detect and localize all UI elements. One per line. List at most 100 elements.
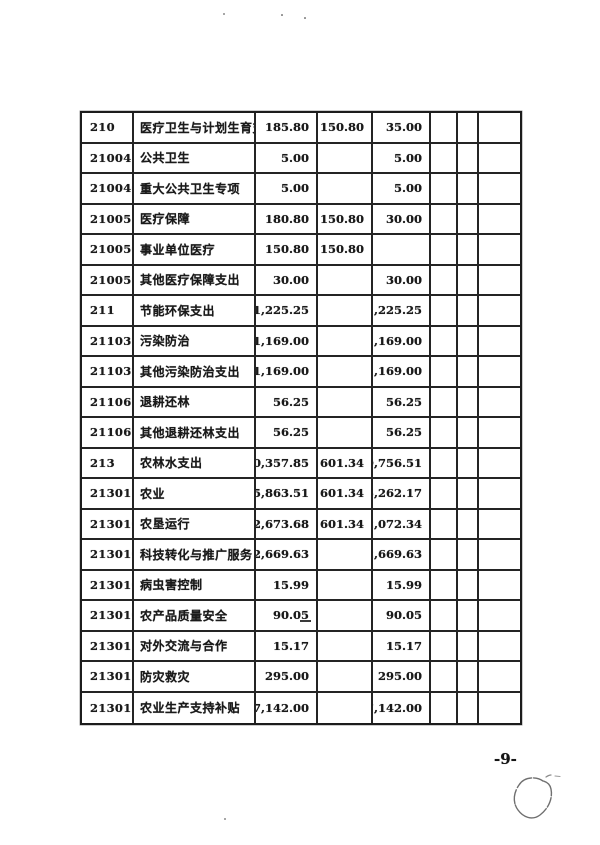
empty-cell <box>458 570 479 599</box>
name-cell: 医疗卫生与计划生育支出 <box>134 113 256 142</box>
empty-cell <box>458 601 479 630</box>
empty-cell <box>458 265 479 294</box>
name-cell: 其他医疗保障支出 <box>134 265 256 294</box>
empty-cell <box>431 509 458 538</box>
amount-cell-3: 5.00 <box>373 143 431 172</box>
amount-cell-3: 15,262.17 <box>373 479 431 508</box>
amount-cell-2: 150.80 <box>318 204 373 233</box>
empty-cell <box>458 357 479 386</box>
code-cell: 2130114 <box>82 631 134 660</box>
empty-cell <box>479 632 520 661</box>
empty-cell <box>431 387 458 416</box>
table-row: 2130109 农产品质量安全 90.05 90.05 <box>82 601 520 632</box>
empty-cell <box>479 449 520 478</box>
amount-cell-2 <box>318 692 373 723</box>
amount-cell-2 <box>318 631 373 660</box>
amount-cell-1: 1,169.00 <box>256 326 318 355</box>
name-cell: 防灾救灾 <box>134 662 256 691</box>
empty-cell <box>479 266 520 295</box>
amount-cell-3: 7,142.00 <box>373 692 431 723</box>
table-row: 2130122 农业生产支持补贴 7,142.00 7,142.00 <box>82 692 520 723</box>
code-cell: 2110399 <box>82 357 134 386</box>
code-cell: 2130108 <box>82 570 134 599</box>
amount-cell-1: 56.25 <box>256 387 318 416</box>
name-cell: 科技转化与推广服务 <box>134 540 256 569</box>
code-cell: 2100502 <box>82 235 134 264</box>
empty-cell <box>431 418 458 447</box>
empty-cell <box>431 448 458 477</box>
empty-cell <box>431 631 458 660</box>
amount-cell-2: 601.34 <box>318 509 373 538</box>
table-row: 2130108 病虫害控制 15.99 15.99 <box>82 570 520 601</box>
code-cell: 21106 <box>82 387 134 416</box>
empty-cell <box>479 174 520 203</box>
amount-cell-3: 30.00 <box>373 265 431 294</box>
amount-cell-2: 150.80 <box>318 113 373 142</box>
code-cell: 2100599 <box>82 265 134 294</box>
amount-cell-1: 2,673.68 <box>256 509 318 538</box>
name-cell: 医疗保障 <box>134 204 256 233</box>
amount-cell-1: 2,669.63 <box>256 540 318 569</box>
name-cell: 对外交流与合作 <box>134 631 256 660</box>
amount-cell-1: 185.80 <box>256 113 318 142</box>
amount-cell-2: 601.34 <box>318 448 373 477</box>
empty-cell <box>479 296 520 325</box>
code-cell: 213 <box>82 448 134 477</box>
amount-cell-3: 1,169.00 <box>373 326 431 355</box>
amount-cell-1: 1,169.00 <box>256 357 318 386</box>
empty-cell <box>431 174 458 203</box>
amount-cell-3: 1,225.25 <box>373 296 431 325</box>
table-row: 21004 公共卫生 5.00 5.00 <box>82 143 520 174</box>
amount-cell-1: 295.00 <box>256 662 318 691</box>
name-cell: 农业生产支持补贴 <box>134 692 256 723</box>
amount-cell-1: 150.80 <box>256 235 318 264</box>
name-cell: 农林水支出 <box>134 448 256 477</box>
empty-cell <box>479 510 520 539</box>
empty-cell <box>458 296 479 325</box>
amount-cell-1: 15,863.51 <box>256 479 318 508</box>
amount-cell-2 <box>318 143 373 172</box>
amount-cell-2 <box>318 387 373 416</box>
amount-cell-2 <box>318 174 373 203</box>
empty-cell <box>458 387 479 416</box>
code-cell: 2130109 <box>82 601 134 630</box>
amount-cell-1: 15.99 <box>256 570 318 599</box>
table-row: 2130106 科技转化与推广服务 2,669.63 2,669.63 <box>82 540 520 571</box>
table-row: 2100409 重大公共卫生专项 5.00 5.00 <box>82 174 520 205</box>
table-row: 2110699 其他退耕还林支出 56.25 56.25 <box>82 418 520 449</box>
amount-cell-3: 30.00 <box>373 204 431 233</box>
empty-cell <box>479 479 520 508</box>
code-cell: 2100409 <box>82 174 134 203</box>
empty-cell <box>479 144 520 173</box>
name-cell: 退耕还林 <box>134 387 256 416</box>
name-cell: 病虫害控制 <box>134 570 256 599</box>
page-number: -9- <box>494 750 517 768</box>
empty-cell <box>479 693 520 723</box>
empty-cell <box>431 540 458 569</box>
empty-cell <box>458 631 479 660</box>
code-cell: 2130122 <box>82 692 134 723</box>
amount-cell-2 <box>318 418 373 447</box>
code-cell: 2110699 <box>82 418 134 447</box>
empty-cell <box>431 570 458 599</box>
amount-cell-1: 5.00 <box>256 143 318 172</box>
amount-cell-3: 90.05 <box>373 601 431 630</box>
table-row: 2110399 其他污染防治支出 1,169.00 1,169.00 <box>82 357 520 388</box>
code-cell: 2130106 <box>82 540 134 569</box>
empty-cell <box>479 235 520 264</box>
name-cell: 其他污染防治支出 <box>134 357 256 386</box>
empty-cell <box>431 601 458 630</box>
amount-cell-1: 56.25 <box>256 418 318 447</box>
empty-cell <box>479 601 520 630</box>
amount-cell-3: 35.00 <box>373 113 431 142</box>
amount-cell-3: 295.00 <box>373 662 431 691</box>
empty-cell <box>479 327 520 356</box>
table-row: 213 农林水支出 30,357.85 601.34 29,756.51 <box>82 448 520 479</box>
empty-cell <box>431 113 458 142</box>
amount-cell-3: 2,072.34 <box>373 509 431 538</box>
empty-cell <box>479 205 520 234</box>
amount-cell-3: 15.17 <box>373 631 431 660</box>
table-row: 2130114 对外交流与合作 15.17 15.17 <box>82 631 520 662</box>
amount-cell-3: 29,756.51 <box>373 448 431 477</box>
